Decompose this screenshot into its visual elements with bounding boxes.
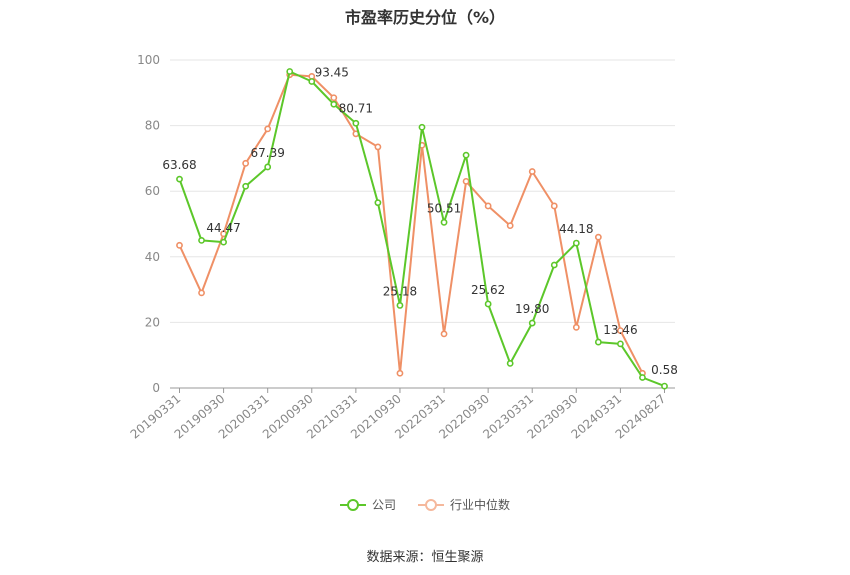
data-label: 13.46 <box>603 323 637 337</box>
data-point-industry-median[interactable] <box>617 327 624 334</box>
data-point-company[interactable] <box>418 123 426 131</box>
data-label: 63.68 <box>162 158 196 172</box>
data-point-company[interactable] <box>506 359 514 367</box>
data-point-company[interactable] <box>176 175 183 183</box>
legend-label-industry-median: 行业中位数 <box>450 498 511 512</box>
data-point-industry-median[interactable] <box>374 143 382 151</box>
data-point-company[interactable] <box>374 199 382 207</box>
data-point-industry-median[interactable] <box>572 323 580 331</box>
data-point-company[interactable] <box>220 238 227 246</box>
data-point-company[interactable] <box>242 182 250 190</box>
y-tick-label: 40 <box>145 250 160 264</box>
data-source: 数据来源：恒生聚源 <box>366 550 484 565</box>
data-point-industry-median[interactable] <box>176 241 183 249</box>
legend-item-company[interactable]: 公司 <box>339 496 396 513</box>
legend-label-company: 公司 <box>371 498 396 512</box>
data-point-company[interactable] <box>462 151 470 159</box>
data-labels: 63.68 44.47 67.39 93.45 80.71 25.18 50.51 25.62… <box>162 65 678 377</box>
y-tick-label: 80 <box>145 119 160 133</box>
data-label: 25.18 <box>383 284 417 298</box>
y-tick-label: 0 <box>152 381 160 395</box>
data-point-industry-median[interactable] <box>462 177 470 185</box>
legend-swatch-company <box>339 498 366 512</box>
x-axis: 2019033120190930202003312020093020210331… <box>128 387 675 442</box>
data-point-industry-median[interactable] <box>506 222 514 230</box>
data-point-company[interactable] <box>594 338 602 346</box>
legend: 公司 行业中位数 <box>0 496 850 513</box>
data-label: 50.51 <box>427 201 461 215</box>
data-label: 44.18 <box>559 222 593 236</box>
series-layer <box>176 68 668 390</box>
data-point-company[interactable] <box>396 302 404 309</box>
data-point-company[interactable] <box>661 382 668 390</box>
data-label: 0.58 <box>651 363 678 377</box>
data-point-industry-median[interactable] <box>528 168 536 175</box>
data-point-industry-median[interactable] <box>484 202 492 210</box>
data-label: 25.62 <box>471 283 505 297</box>
data-point-industry-median[interactable] <box>550 202 558 210</box>
data-point-industry-median[interactable] <box>594 233 602 241</box>
data-point-industry-median[interactable] <box>242 159 250 167</box>
data-point-company[interactable] <box>484 300 492 308</box>
data-point-company[interactable] <box>550 261 558 269</box>
data-point-company[interactable] <box>617 340 624 348</box>
data-point-industry-median[interactable] <box>330 94 338 102</box>
data-label: 44.47 <box>206 221 240 235</box>
data-point-company[interactable] <box>308 78 316 85</box>
series-line-industry-median <box>178 73 644 375</box>
chart-title: 市盈率历史分位（%） <box>344 8 506 27</box>
data-label: 19.80 <box>515 302 549 316</box>
y-tick-label: 100 <box>137 53 160 67</box>
data-point-company[interactable] <box>440 218 448 226</box>
y-tick-label: 60 <box>145 184 160 198</box>
data-point-industry-median[interactable] <box>198 289 205 297</box>
data-point-company[interactable] <box>528 319 536 327</box>
data-point-company[interactable] <box>352 119 360 127</box>
data-point-company[interactable] <box>198 236 205 244</box>
data-point-company[interactable] <box>264 163 272 171</box>
data-label: 67.39 <box>251 146 285 160</box>
data-point-industry-median[interactable] <box>264 125 272 133</box>
data-point-company[interactable] <box>330 100 338 108</box>
data-label: 93.45 <box>315 65 349 79</box>
legend-swatch-industry-median <box>418 498 444 512</box>
data-point-company[interactable] <box>572 239 580 247</box>
data-label: 80.71 <box>339 101 373 115</box>
y-axis: 0 20 40 60 80 100 <box>137 53 160 395</box>
y-tick-label: 20 <box>145 315 160 329</box>
data-point-company[interactable] <box>286 68 294 75</box>
legend-item-industry-median[interactable]: 行业中位数 <box>418 496 510 513</box>
data-point-industry-median[interactable] <box>396 369 404 377</box>
data-point-industry-median[interactable] <box>440 330 448 338</box>
data-point-company[interactable] <box>639 374 646 381</box>
